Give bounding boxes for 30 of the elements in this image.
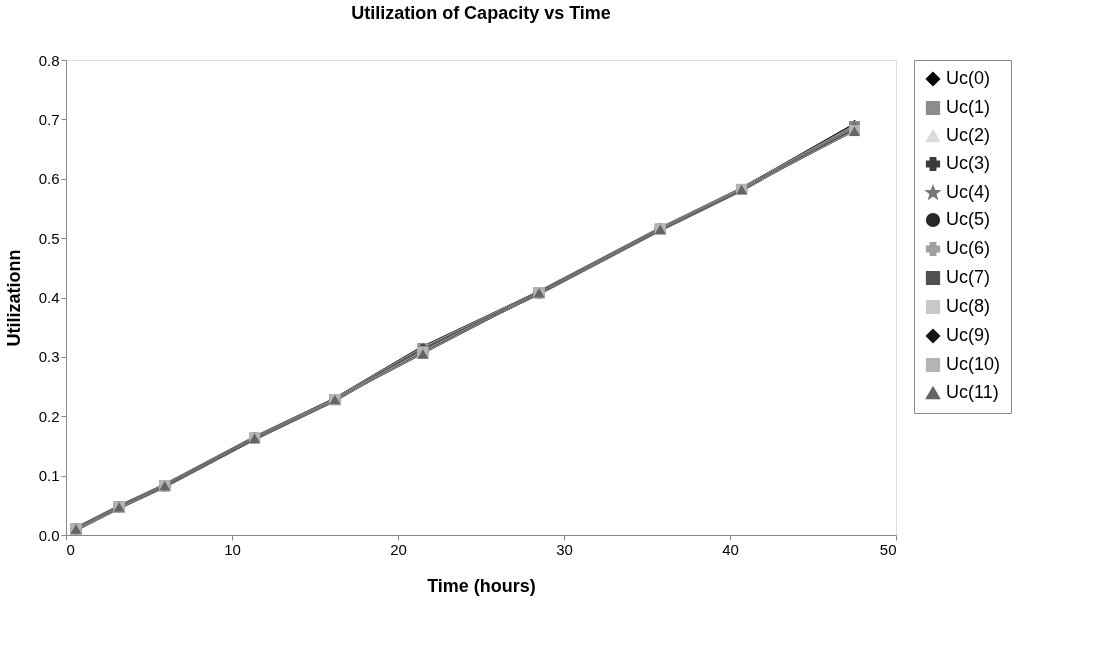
y-tick-label: 0.8 xyxy=(38,51,60,69)
legend-label: Uc(10) xyxy=(946,354,1001,374)
legend-label: Uc(2) xyxy=(946,125,990,145)
y-axis-title: Utilizationn xyxy=(3,249,24,347)
x-tick-label: 10 xyxy=(224,540,241,558)
legend-label: Uc(1) xyxy=(946,97,990,117)
y-tick-label: 0.5 xyxy=(38,229,60,247)
y-tick-label: 0.2 xyxy=(38,407,60,425)
x-tick-label: 0 xyxy=(66,540,75,558)
legend-label: Uc(3) xyxy=(946,153,990,173)
legend-label: Uc(5) xyxy=(946,209,990,229)
x-tick-label: 30 xyxy=(556,540,573,558)
x-tick-label: 20 xyxy=(390,540,407,558)
x-tick-label: 40 xyxy=(722,540,739,558)
chart-title: Utilization of Capacity vs Time xyxy=(351,3,611,23)
legend-label: Uc(8) xyxy=(946,296,990,316)
y-tick-label: 0.4 xyxy=(38,289,60,306)
y-tick-label: 0.3 xyxy=(38,348,60,366)
legend-label: Uc(6) xyxy=(946,238,990,258)
legend-label: Uc(9) xyxy=(946,325,990,345)
y-tick-label: 0.7 xyxy=(38,110,60,128)
y-tick-label: 0.1 xyxy=(38,467,60,485)
legend-label: Uc(0) xyxy=(946,68,990,88)
y-tick-label: 0.0 xyxy=(38,526,60,544)
x-tick-label: 50 xyxy=(879,540,897,558)
y-tick-label: 0.6 xyxy=(38,170,60,188)
x-axis-title: Time (hours) xyxy=(427,575,536,596)
legend-label: Uc(7) xyxy=(946,267,990,287)
legend-label: Uc(4) xyxy=(946,182,990,202)
legend-label: Uc(11) xyxy=(946,382,999,402)
